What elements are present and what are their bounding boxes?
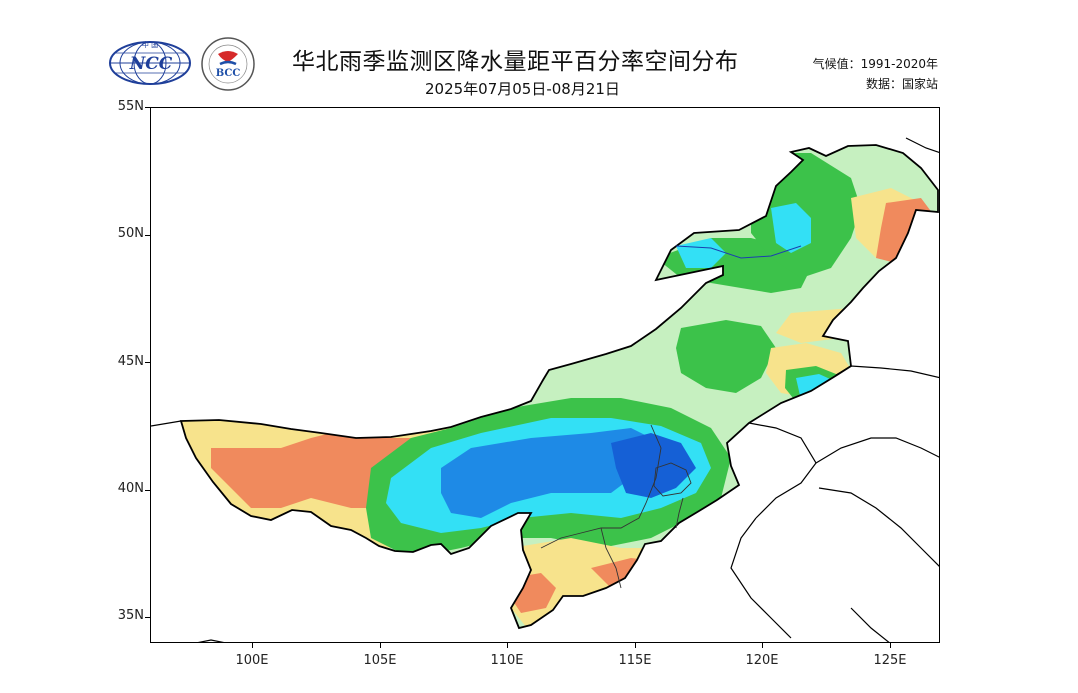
- anomaly-patch-cyan: [771, 203, 811, 253]
- anomaly-patch-dark-blue: [611, 433, 696, 498]
- lon-tick-label: 105E: [363, 653, 397, 668]
- lon-tick-label: 120E: [745, 653, 779, 668]
- lon-tick-mark: [635, 643, 636, 648]
- lon-tick-mark: [890, 643, 891, 648]
- lat-tick-label: 50N: [117, 226, 144, 241]
- lat-tick-label: 55N: [117, 99, 144, 114]
- ncc-logo: 中 国 NCC: [107, 38, 193, 88]
- bcc-logo-text: BCC: [216, 68, 241, 79]
- lat-tick-mark: [145, 107, 150, 108]
- lon-tick-label: 100E: [235, 653, 269, 668]
- province-boundaries: [540, 424, 692, 589]
- data-source-label: 数据：国家站: [865, 77, 938, 91]
- ncc-logo-text: NCC: [129, 54, 173, 74]
- rivers: [675, 245, 802, 259]
- lat-tick-mark: [145, 235, 150, 236]
- lon-tick-mark: [252, 643, 253, 648]
- bcc-logo: BCC: [200, 36, 256, 92]
- anomaly-patch-yellow: [731, 428, 791, 488]
- lat-tick-mark: [145, 617, 150, 618]
- map-subtitle: 2025年07月05日-08月21日: [425, 80, 620, 98]
- anomaly-patch-blue: [441, 428, 651, 518]
- lat-tick-mark: [145, 490, 150, 491]
- lon-tick-label: 115E: [618, 653, 652, 668]
- lat-tick-mark: [145, 362, 150, 363]
- lon-tick-label: 125E: [873, 653, 907, 668]
- lat-tick-label: 40N: [117, 481, 144, 496]
- lon-tick-mark: [380, 643, 381, 648]
- lat-tick-label: 35N: [117, 608, 144, 623]
- ncc-top-text: 中 国: [142, 40, 158, 49]
- lat-tick-label: 45N: [117, 354, 144, 369]
- lon-tick-mark: [762, 643, 763, 648]
- precip-anomaly-map: [151, 137, 939, 642]
- map-panel: [150, 107, 940, 643]
- climatology-label: 气候值：1991-2020年: [812, 57, 938, 71]
- map-title: 华北雨季监测区降水量距平百分率空间分布: [292, 49, 739, 75]
- surrounding-borders: [151, 137, 939, 642]
- anomaly-patch-cyan: [676, 238, 726, 268]
- lon-tick-mark: [507, 643, 508, 648]
- anomaly-patch-green: [676, 320, 776, 393]
- lon-tick-label: 110E: [490, 653, 524, 668]
- map-meta: 气候值：1991-2020年 数据：国家站: [813, 54, 938, 94]
